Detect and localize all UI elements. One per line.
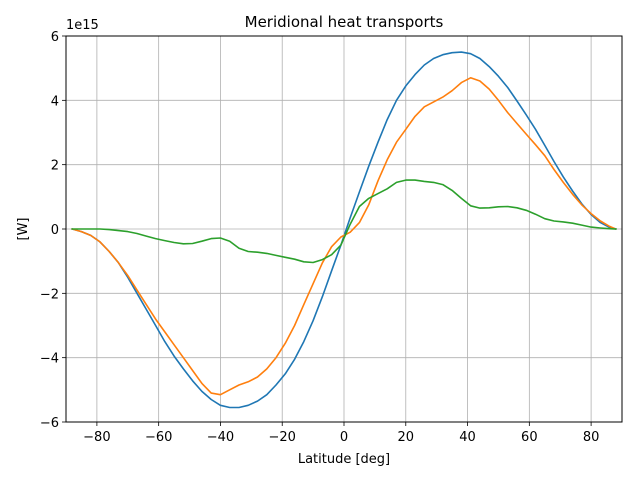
x-tick-label: −80 <box>83 430 110 445</box>
series-line-blue <box>71 51 617 409</box>
x-tick-label: −40 <box>207 430 234 445</box>
x-tick-label: −60 <box>145 430 172 445</box>
y-tick-label: 2 <box>51 159 59 174</box>
series-line-green <box>71 179 617 264</box>
x-tick-label: 60 <box>521 430 538 445</box>
x-tick-label: 80 <box>583 430 600 445</box>
series-lines <box>71 51 617 409</box>
x-tick-label: 0 <box>340 430 348 445</box>
y-tick-label: 4 <box>51 94 59 109</box>
x-tick-label: −20 <box>269 430 296 445</box>
x-tick-label: 20 <box>398 430 415 445</box>
y-axis-offset-text: 1e15 <box>66 18 99 33</box>
y-tick-label: −2 <box>40 287 59 302</box>
chart-title: Meridional heat transports <box>245 13 444 31</box>
y-tick-label: 0 <box>51 223 59 238</box>
y-axis-ticks: −6 −4 −2 0 2 4 6 <box>40 30 66 431</box>
y-tick-label: −6 <box>40 416 59 431</box>
x-axis-ticks: −80 −60 −40 −20 0 20 40 60 80 <box>83 422 599 445</box>
y-axis-label: [W] <box>16 218 31 241</box>
x-tick-label: 40 <box>459 430 476 445</box>
x-axis-label: Latitude [deg] <box>298 452 390 467</box>
y-tick-label: −4 <box>40 352 59 367</box>
y-tick-label: 6 <box>51 30 59 45</box>
